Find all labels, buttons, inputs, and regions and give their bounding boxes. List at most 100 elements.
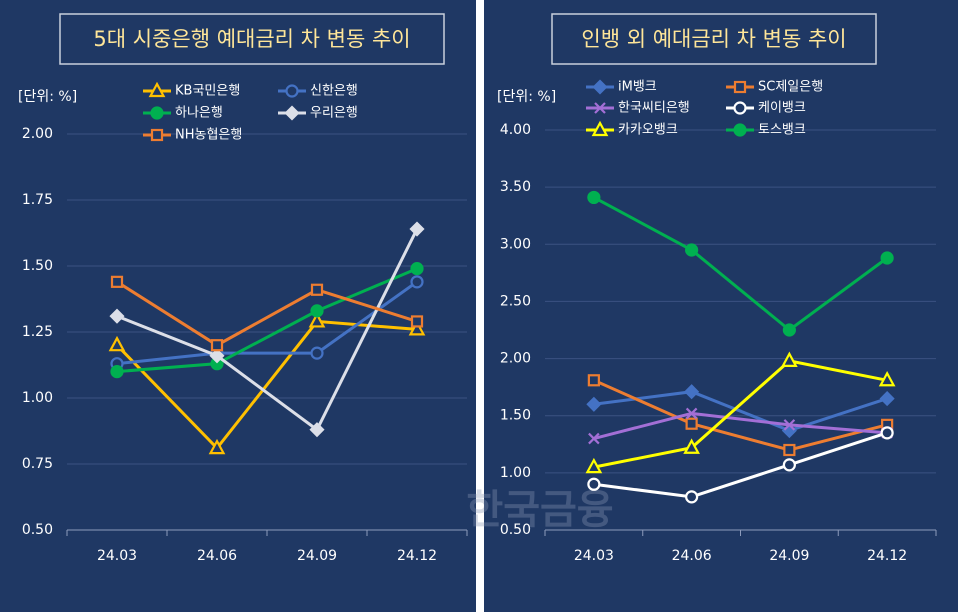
line — [116, 280, 418, 347]
legend-label: KB국민은행 — [175, 83, 240, 99]
x-tick-label: 24.03 — [574, 548, 614, 564]
series: 카카오뱅크 — [585, 120, 896, 474]
marker — [409, 221, 425, 237]
chart-title: 5대 시중은행 예대금리 차 변동 추이 — [93, 27, 410, 51]
marker — [110, 365, 124, 379]
line — [116, 267, 418, 374]
marker — [209, 348, 225, 364]
marker — [880, 251, 894, 265]
marker — [685, 243, 699, 257]
y-tick-label: 0.50 — [22, 522, 53, 538]
unit-label: [단위: %] — [18, 89, 77, 105]
line — [593, 378, 888, 452]
y-tick-label: 1.50 — [22, 258, 53, 274]
series: 한국씨티은행 — [586, 100, 893, 445]
x-tick-label: 24.06 — [197, 548, 237, 564]
y-tick-label: 3.50 — [500, 179, 531, 195]
y-tick-label: 1.50 — [500, 408, 531, 424]
legend-label: 하나은행 — [175, 105, 223, 121]
marker — [285, 84, 299, 98]
marker — [733, 101, 747, 115]
series: KB국민은행 — [108, 81, 426, 455]
marker — [109, 308, 125, 324]
marker — [685, 490, 699, 504]
series: iM뱅크 — [586, 79, 895, 439]
panel — [0, 0, 476, 612]
line — [593, 411, 888, 441]
y-tick-label: 0.75 — [22, 456, 53, 472]
x-tick-label: 24.03 — [97, 548, 137, 564]
marker — [587, 374, 600, 387]
marker — [210, 339, 224, 352]
marker — [782, 323, 796, 337]
line — [593, 359, 888, 469]
line — [593, 196, 889, 332]
marker — [878, 370, 896, 387]
line — [116, 228, 419, 432]
y-tick-label: 1.00 — [22, 390, 53, 406]
marker — [310, 304, 324, 318]
line — [116, 280, 418, 366]
legend-label: 카카오뱅크 — [618, 123, 678, 138]
y-tick-label: 0.50 — [500, 522, 531, 538]
marker — [685, 407, 698, 420]
marker — [587, 190, 601, 205]
marker — [150, 106, 164, 120]
marker — [880, 426, 894, 440]
y-tick-label: 4.00 — [500, 122, 531, 138]
legend-label: NH농협은행 — [175, 127, 242, 143]
legend-label: 우리은행 — [310, 105, 358, 121]
x-tick-label: 24.12 — [397, 548, 437, 564]
marker — [108, 335, 126, 352]
x-tick-label: 24.09 — [297, 548, 337, 564]
y-tick-label: 2.50 — [500, 293, 531, 309]
marker — [586, 396, 602, 412]
marker — [591, 120, 609, 137]
marker — [879, 391, 895, 407]
marker — [208, 438, 226, 455]
line — [593, 431, 888, 499]
line — [115, 319, 418, 451]
y-tick-label: 1.25 — [22, 324, 53, 340]
marker — [410, 262, 424, 276]
marker — [782, 458, 796, 472]
marker — [588, 432, 600, 445]
marker — [684, 384, 700, 400]
series: NH농협은행 — [110, 127, 424, 352]
marker — [685, 417, 698, 430]
y-tick-label: 1.75 — [22, 192, 53, 208]
marker — [733, 80, 747, 94]
marker — [309, 422, 325, 438]
marker — [148, 81, 166, 98]
marker — [310, 283, 324, 296]
marker — [284, 105, 300, 121]
marker — [781, 351, 798, 367]
watermark: 한국금융 — [466, 487, 613, 533]
series: 토스뱅크 — [587, 123, 894, 337]
marker — [783, 443, 796, 457]
y-tick-label: 2.00 — [500, 351, 531, 367]
y-tick-label: 2.00 — [22, 126, 53, 142]
marker — [783, 419, 796, 431]
marker — [408, 320, 426, 336]
legend-label: 신한은행 — [310, 83, 358, 99]
marker — [110, 275, 124, 288]
title-box — [551, 13, 877, 65]
series: 케이뱅크 — [587, 101, 894, 504]
series: SC제일은행 — [587, 79, 894, 457]
title-box — [59, 13, 445, 65]
series: 우리은행 — [109, 105, 425, 438]
chart-title: 인뱅 외 예대금리 차 변동 추이 — [581, 27, 846, 51]
marker — [585, 457, 603, 474]
x-tick-label: 24.06 — [672, 548, 712, 564]
marker — [410, 315, 424, 328]
marker — [310, 346, 324, 360]
marker — [587, 477, 601, 491]
unit-label: [단위: %] — [497, 89, 556, 105]
legend-label: 한국씨티은행 — [618, 100, 690, 116]
marker — [308, 312, 326, 328]
legend-label: iM뱅크 — [618, 80, 657, 95]
y-tick-label: 3.00 — [500, 236, 531, 252]
marker — [410, 275, 424, 289]
